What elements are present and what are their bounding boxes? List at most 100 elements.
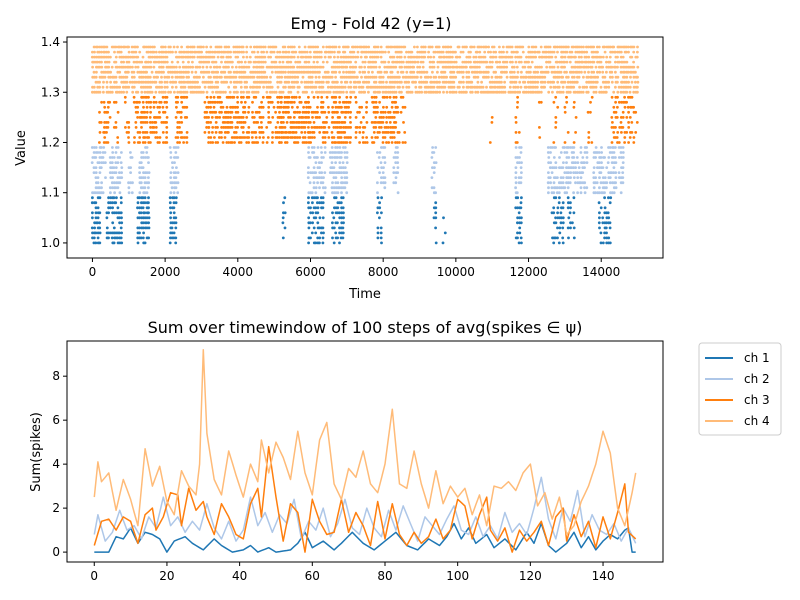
raster-point <box>456 65 459 69</box>
raster-point <box>558 226 562 230</box>
raster-point <box>113 50 116 54</box>
raster-point <box>601 166 605 170</box>
raster-point <box>365 141 369 144</box>
raster-point <box>343 85 347 89</box>
line-series <box>93 349 637 553</box>
raster-point <box>331 181 334 185</box>
raster-point <box>514 146 518 149</box>
raster-point <box>575 156 579 159</box>
raster-point <box>358 80 362 84</box>
raster-point <box>317 161 321 165</box>
raster-point <box>165 80 169 84</box>
raster-point <box>261 95 265 99</box>
raster-point <box>383 161 387 165</box>
raster-point <box>239 80 243 84</box>
raster-point <box>465 75 469 79</box>
raster-point <box>127 181 130 185</box>
raster-point <box>561 226 565 230</box>
line-x-ticks: 0 20 40 60 80 100 120 140 <box>90 562 614 583</box>
raster-point <box>321 186 325 190</box>
raster-point <box>461 70 465 74</box>
raster-point <box>136 206 139 210</box>
raster-point <box>621 176 625 180</box>
raster-point <box>158 116 162 119</box>
raster-point <box>180 131 183 134</box>
raster-point <box>592 50 596 54</box>
raster-point <box>227 55 230 59</box>
raster-point <box>400 90 403 94</box>
raster-point <box>534 70 537 74</box>
raster-point <box>465 80 469 84</box>
raster-point <box>252 45 256 49</box>
raster-point <box>243 110 247 114</box>
raster-point <box>461 75 465 79</box>
raster-point <box>359 90 363 94</box>
raster-point <box>240 95 243 99</box>
raster-point <box>138 171 142 175</box>
raster-point <box>312 176 316 180</box>
raster-point <box>376 50 379 54</box>
raster-point <box>320 231 323 235</box>
raster-point <box>167 90 170 94</box>
raster-point <box>122 60 125 64</box>
raster-point <box>96 221 99 225</box>
raster-point <box>432 186 436 190</box>
raster-point <box>632 90 636 94</box>
raster-point <box>445 90 449 94</box>
raster-point <box>352 70 356 74</box>
raster-point <box>240 121 243 124</box>
raster-point <box>305 55 309 59</box>
raster-point <box>176 95 180 99</box>
raster-point <box>270 65 274 69</box>
raster-point <box>321 196 325 200</box>
raster-point <box>263 75 267 79</box>
raster-point <box>372 100 376 104</box>
raster-point <box>92 151 96 154</box>
raster-point <box>614 186 618 190</box>
raster-point <box>583 161 586 165</box>
raster-point <box>283 126 287 129</box>
raster-point <box>608 181 612 185</box>
line-series-ch2 <box>93 476 637 544</box>
raster-point <box>454 60 458 64</box>
raster-point <box>183 90 187 94</box>
raster-point <box>342 216 345 220</box>
raster-point <box>321 216 325 220</box>
raster-xtick-label: 6000 <box>295 265 326 279</box>
raster-point <box>105 60 109 64</box>
raster-point <box>379 45 383 49</box>
raster-point <box>541 80 545 84</box>
raster-point <box>567 45 570 49</box>
raster-point <box>387 50 391 54</box>
raster-point <box>363 126 367 129</box>
raster-point <box>515 65 519 69</box>
raster-point <box>343 151 347 154</box>
raster-point <box>334 181 338 185</box>
raster-point <box>169 45 172 49</box>
raster-point <box>332 171 336 175</box>
raster-point <box>236 70 240 74</box>
raster-point <box>519 181 523 185</box>
line-series-ch3 <box>93 445 637 553</box>
raster-point <box>176 75 180 79</box>
raster-point <box>480 80 483 84</box>
raster-point <box>179 116 183 119</box>
raster-point <box>227 121 230 124</box>
raster-point <box>307 100 310 104</box>
raster-point <box>252 116 256 119</box>
raster-point <box>212 70 216 74</box>
raster-point <box>398 85 401 89</box>
raster-point <box>374 65 378 69</box>
raster-point <box>416 75 419 79</box>
raster-point <box>171 161 174 165</box>
raster-point <box>116 110 120 114</box>
raster-point <box>361 136 365 139</box>
raster-point <box>399 45 403 49</box>
raster-point <box>516 196 520 200</box>
raster-point <box>228 95 232 99</box>
raster-point <box>343 50 347 54</box>
raster-point <box>385 95 389 99</box>
raster-point <box>598 186 601 190</box>
raster-point <box>308 221 312 225</box>
raster-point <box>616 90 620 94</box>
